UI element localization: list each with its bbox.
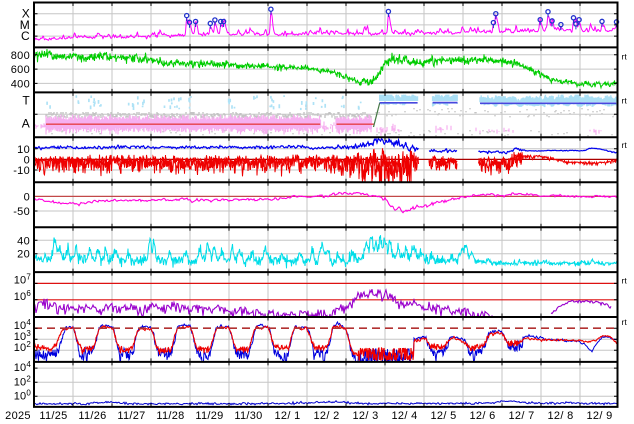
svg-text:11/30: 11/30 — [234, 410, 262, 422]
svg-text:rt: rt — [622, 317, 628, 327]
svg-text:11/25: 11/25 — [39, 410, 67, 422]
svg-text:600: 600 — [11, 64, 30, 76]
svg-text:12/ 8: 12/ 8 — [548, 410, 574, 422]
svg-text:T: T — [22, 93, 30, 107]
svg-text:-10: -10 — [13, 165, 30, 177]
svg-text:C: C — [21, 29, 30, 43]
svg-text:11/26: 11/26 — [78, 410, 106, 422]
svg-text:rt: rt — [622, 140, 628, 150]
svg-text:A: A — [22, 117, 30, 131]
svg-text:12/ 5: 12/ 5 — [431, 410, 457, 422]
svg-text:10: 10 — [17, 144, 30, 156]
svg-text:12/ 2: 12/ 2 — [314, 410, 340, 422]
svg-text:800: 800 — [11, 50, 30, 62]
svg-text:11/27: 11/27 — [117, 410, 145, 422]
svg-text:M: M — [20, 18, 30, 32]
svg-text:12/ 7: 12/ 7 — [509, 410, 535, 422]
svg-text:11/29: 11/29 — [195, 410, 223, 422]
svg-text:rt: rt — [622, 96, 628, 106]
svg-text:-50: -50 — [13, 206, 30, 218]
svg-text:12/ 6: 12/ 6 — [470, 410, 496, 422]
svg-text:12/ 3: 12/ 3 — [353, 410, 379, 422]
svg-text:X: X — [22, 7, 30, 21]
svg-text:0: 0 — [24, 191, 30, 203]
svg-text:12/ 9: 12/ 9 — [587, 410, 613, 422]
svg-text:400: 400 — [11, 78, 30, 90]
svg-text:40: 40 — [17, 235, 30, 247]
svg-text:11/28: 11/28 — [156, 410, 184, 422]
svg-text:rt: rt — [622, 276, 628, 286]
svg-text:20: 20 — [17, 249, 30, 261]
svg-text:rt: rt — [622, 52, 628, 62]
svg-text:0: 0 — [24, 154, 30, 166]
svg-text:12/ 4: 12/ 4 — [392, 410, 418, 422]
svg-text:12/ 1: 12/ 1 — [275, 410, 301, 422]
svg-text:2025: 2025 — [5, 410, 31, 422]
